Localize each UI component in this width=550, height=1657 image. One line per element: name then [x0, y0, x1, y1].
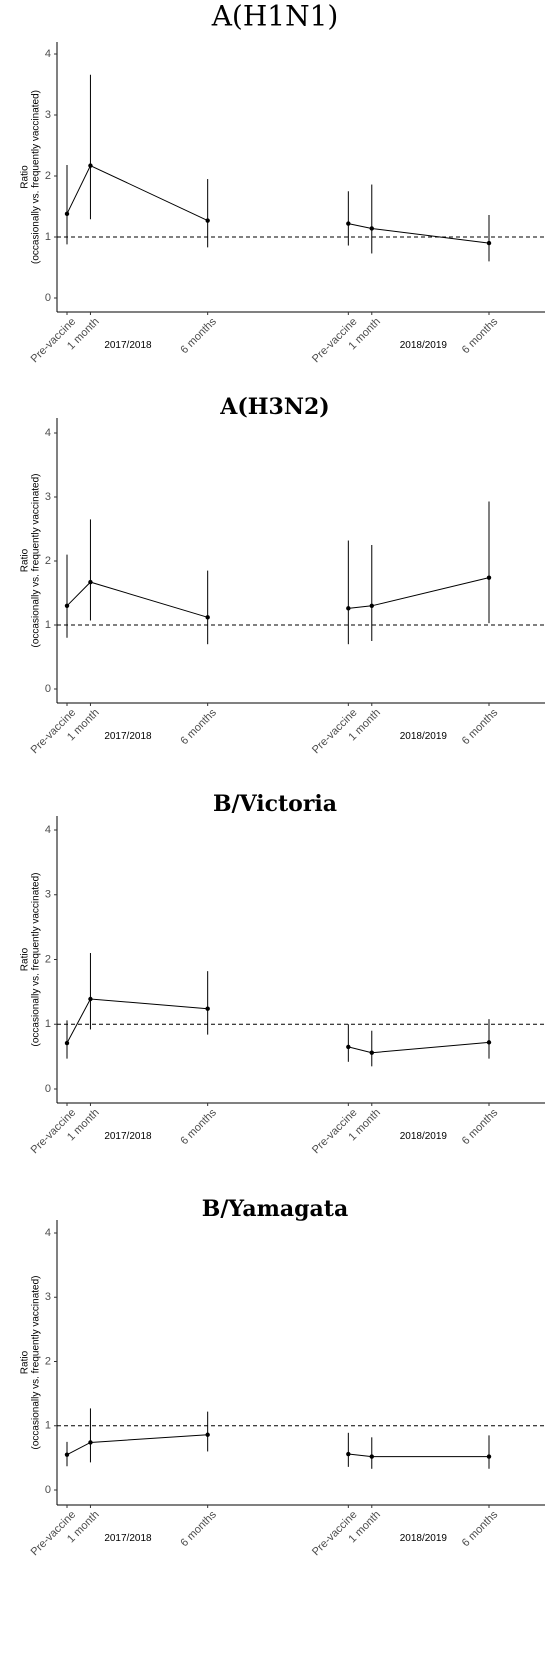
y-tick-label: 4 — [45, 427, 51, 439]
y-tick-label: 3 — [45, 491, 51, 503]
x-tick-label: 6 months — [178, 706, 219, 747]
data-point — [205, 1006, 210, 1011]
data-point — [486, 575, 492, 580]
y-tick-label: 2 — [45, 170, 51, 182]
data-point — [88, 996, 93, 1002]
y-tick-label: 3 — [45, 1291, 51, 1303]
x-tick-label: 6 months — [460, 315, 501, 356]
series-line-2018-2019 — [348, 1041, 490, 1054]
data-point — [369, 226, 374, 231]
y-tick-label: 1 — [45, 1018, 51, 1030]
series-line-2018-2019 — [348, 223, 490, 244]
data-point — [486, 240, 492, 246]
data-point — [88, 579, 93, 585]
data-point — [346, 1044, 351, 1050]
data-point — [369, 1050, 374, 1055]
data-point — [369, 603, 374, 608]
data-point — [369, 1454, 374, 1459]
y-axis-label: (occasionally vs. frequently vaccinated) — [31, 1276, 42, 1450]
panel-title: A(H1N1) — [211, 0, 339, 33]
y-axis-label: (occasionally vs. frequently vaccinated) — [31, 90, 42, 264]
panel-a-h3n2: A(H3N2) 0 1 2 3 4 Ratio (occasionally vs. frequ… — [20, 394, 545, 756]
data-point — [64, 603, 70, 608]
panel-b-victoria: B/Victoria 0 1 2 3 4 Ratio (occasionally vs. fr… — [20, 791, 545, 1156]
data-point — [205, 615, 210, 620]
data-point — [205, 218, 210, 223]
data-point — [346, 606, 351, 611]
x-tick-label: 6 months — [178, 1106, 219, 1147]
data-point — [346, 221, 351, 226]
season-label: 2018/2019 — [400, 340, 448, 351]
data-point — [205, 1432, 210, 1437]
data-point — [64, 211, 70, 217]
x-tick-label: 6 months — [178, 315, 219, 356]
panel-title: A(H3N2) — [219, 394, 329, 420]
y-tick-label: 4 — [45, 48, 51, 60]
data-point — [88, 1440, 93, 1445]
y-tick-label: 0 — [45, 1484, 51, 1496]
season-label: 2017/2018 — [104, 340, 152, 351]
data-point — [64, 1452, 70, 1457]
y-tick-label: 2 — [45, 555, 51, 567]
y-tick-label: 1 — [45, 619, 51, 631]
series-line-2017-2018 — [66, 164, 208, 221]
y-tick-label: 4 — [45, 1227, 51, 1239]
y-tick-label: 0 — [45, 683, 51, 695]
season-label: 2018/2019 — [400, 731, 448, 742]
panel-title: B/Yamagata — [202, 1196, 348, 1222]
season-label: 2018/2019 — [400, 1131, 448, 1142]
x-tick-label: 6 months — [460, 706, 501, 747]
panel-a-h1n1: A(H1N1) 0 1 2 3 4 Ratio (occasionally vs. frequ… — [20, 0, 545, 365]
data-point — [486, 1040, 492, 1045]
y-tick-label: 0 — [45, 292, 51, 304]
y-axis-label: Ratio — [20, 548, 31, 572]
y-tick-label: 2 — [45, 953, 51, 965]
series-line-2018-2019 — [348, 1453, 489, 1458]
series-line-2018-2019 — [348, 577, 490, 609]
y-axis-label: (occasionally vs. frequently vaccinated) — [31, 474, 42, 648]
y-tick-label: 1 — [45, 1420, 51, 1432]
season-label: 2018/2019 — [400, 1533, 448, 1544]
y-tick-label: 1 — [45, 231, 51, 243]
y-axis-label: Ratio — [20, 165, 31, 189]
panel-title: B/Victoria — [213, 791, 337, 817]
y-axis-label: (occasionally vs. frequently vaccinated) — [31, 873, 42, 1047]
season-label: 2017/2018 — [104, 1533, 152, 1544]
x-tick-label: 6 months — [178, 1508, 219, 1549]
data-point — [64, 1040, 70, 1046]
y-tick-label: 3 — [45, 109, 51, 121]
y-axis-label: Ratio — [20, 947, 31, 971]
data-point — [486, 1454, 492, 1459]
series-line-2017-2018 — [66, 998, 208, 1044]
x-tick-label: 6 months — [460, 1508, 501, 1549]
x-tick-label: 6 months — [460, 1106, 501, 1147]
y-tick-label: 4 — [45, 824, 51, 836]
panel-b-yamagata: B/Yamagata 0 1 2 3 4 Ratio (occasionally vs. fr… — [20, 1196, 545, 1558]
series-line-2017-2018 — [66, 581, 208, 618]
y-axis-label: Ratio — [20, 1350, 31, 1374]
data-point — [346, 1451, 351, 1457]
series-line-2017-2018 — [66, 1434, 208, 1456]
season-label: 2017/2018 — [104, 731, 152, 742]
y-tick-label: 3 — [45, 889, 51, 901]
data-point — [88, 163, 93, 168]
y-tick-label: 0 — [45, 1083, 51, 1095]
y-tick-label: 2 — [45, 1355, 51, 1367]
season-label: 2017/2018 — [104, 1131, 152, 1142]
